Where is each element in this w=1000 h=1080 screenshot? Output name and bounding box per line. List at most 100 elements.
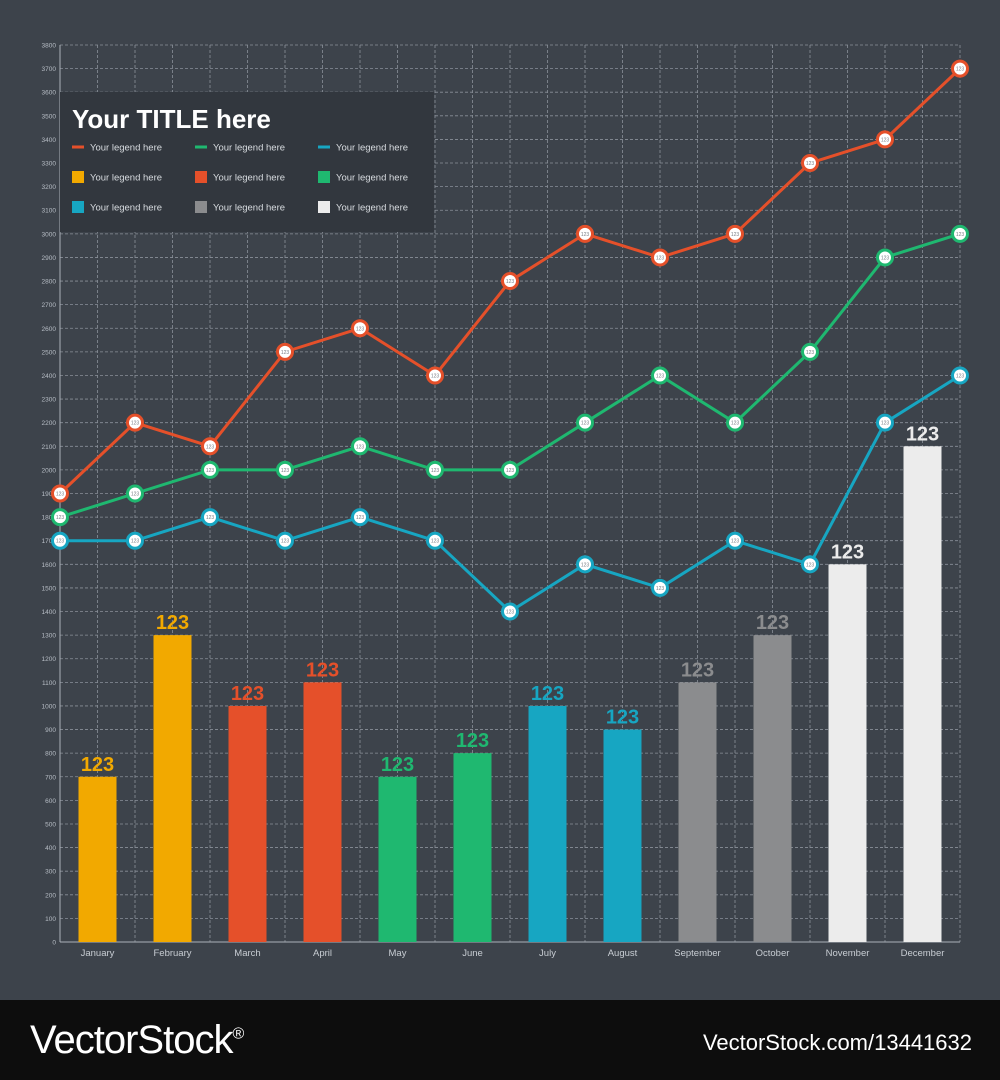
legend-entry-label: Your legend here	[336, 173, 408, 184]
data-point	[801, 555, 819, 574]
bar-value-label: 123	[231, 683, 264, 705]
y-tick-label: 1100	[42, 680, 56, 687]
y-tick-label: 900	[45, 727, 56, 734]
data-point-label: 123	[281, 350, 290, 356]
bar	[453, 753, 492, 942]
bar-value-label: 123	[81, 754, 114, 776]
data-point-label: 123	[131, 421, 140, 427]
x-tick-label: March	[234, 948, 260, 959]
bar-value-label: 123	[381, 754, 414, 776]
data-point-label: 123	[131, 492, 140, 498]
y-tick-label: 1400	[42, 609, 57, 616]
y-tick-label: 3300	[42, 161, 57, 168]
y-tick-label: 1000	[42, 703, 57, 710]
data-point-label: 123	[431, 539, 440, 545]
brand-name: VectorStock	[30, 1018, 233, 1062]
data-point	[126, 413, 144, 432]
legend: Your TITLE here Your legend here Your leg…	[60, 92, 434, 232]
data-point-label: 123	[506, 279, 515, 285]
y-tick-label: 2400	[42, 373, 57, 380]
y-tick-label: 0	[52, 940, 56, 947]
y-tick-label: 2800	[42, 279, 57, 286]
data-point	[951, 366, 969, 385]
data-point	[351, 319, 369, 338]
data-point-label: 123	[431, 468, 440, 474]
data-point-label: 123	[506, 468, 515, 474]
bar	[378, 776, 417, 942]
data-point	[276, 531, 294, 550]
y-tick-label: 1600	[42, 562, 57, 569]
data-point-label: 123	[656, 373, 665, 379]
data-point	[651, 578, 669, 597]
data-point-label: 123	[581, 562, 590, 568]
data-point	[501, 272, 519, 291]
x-tick-label: April	[313, 948, 332, 959]
y-tick-label: 2000	[42, 467, 57, 474]
y-tick-label: 3500	[42, 113, 57, 120]
y-tick-label: 300	[45, 869, 56, 876]
registered-mark: ®	[232, 1025, 244, 1043]
y-tick-label: 1500	[42, 585, 57, 592]
legend-entry-label: Your legend here	[90, 203, 162, 214]
data-point	[126, 531, 144, 550]
y-tick-label: 2300	[42, 397, 57, 404]
data-point	[201, 437, 219, 456]
data-point	[651, 366, 669, 385]
y-tick-label: 700	[45, 774, 56, 781]
legend-box-swatch	[318, 201, 330, 213]
bar-value-label: 123	[681, 659, 714, 681]
data-point	[51, 484, 69, 503]
bar-value-label: 123	[306, 659, 339, 681]
data-point-label: 123	[56, 515, 65, 521]
y-tick-label: 3100	[42, 208, 57, 215]
data-point	[201, 508, 219, 527]
bar	[303, 682, 342, 942]
legend-entry-label: Your legend here	[213, 173, 285, 184]
bar-value-label: 123	[831, 541, 864, 563]
data-point-label: 123	[656, 586, 665, 592]
data-point	[876, 248, 894, 267]
data-point	[426, 460, 444, 479]
data-point	[951, 224, 969, 243]
bar-value-label: 123	[531, 683, 564, 705]
y-tick-label: 2600	[42, 326, 57, 333]
bar	[903, 446, 942, 942]
legend-box-swatch	[72, 171, 84, 183]
y-tick-label: 1900	[42, 491, 57, 498]
data-point	[576, 555, 594, 574]
legend-entry-label: Your legend here	[213, 143, 285, 154]
data-point-label: 123	[56, 492, 65, 498]
data-point-label: 123	[956, 232, 965, 238]
legend-box-swatch	[195, 171, 207, 183]
bar	[603, 729, 642, 942]
data-point	[201, 460, 219, 479]
y-tick-label: 3000	[42, 231, 57, 238]
data-point	[501, 602, 519, 621]
x-tick-label: November	[826, 948, 870, 959]
data-point-label: 123	[956, 67, 965, 73]
data-point	[351, 508, 369, 527]
chart-title: Your TITLE here	[72, 104, 271, 134]
x-tick-label: September	[674, 948, 720, 959]
legend-box-swatch	[195, 201, 207, 213]
data-point	[426, 366, 444, 385]
data-point-label: 123	[356, 444, 365, 450]
y-tick-label: 3700	[42, 66, 57, 73]
data-point-label: 123	[956, 373, 965, 379]
bar-value-label: 123	[456, 730, 489, 752]
y-tick-label: 2500	[42, 349, 57, 356]
y-tick-label: 1700	[42, 538, 57, 545]
data-point	[726, 413, 744, 432]
data-point-label: 123	[281, 468, 290, 474]
y-tick-label: 1300	[42, 633, 57, 640]
data-point	[801, 154, 819, 173]
data-point	[576, 413, 594, 432]
y-tick-label: 3200	[42, 184, 57, 191]
data-point	[276, 460, 294, 479]
footer-bar: VectorStock® VectorStock.com/13441632	[0, 1000, 1000, 1080]
data-point	[126, 484, 144, 503]
image-id: VectorStock.com/13441632	[702, 1030, 972, 1055]
data-point-label: 123	[731, 421, 740, 427]
data-point	[726, 531, 744, 550]
bars: 123 123 123 123 123 123 123 123 123 123 123 123	[78, 423, 942, 942]
